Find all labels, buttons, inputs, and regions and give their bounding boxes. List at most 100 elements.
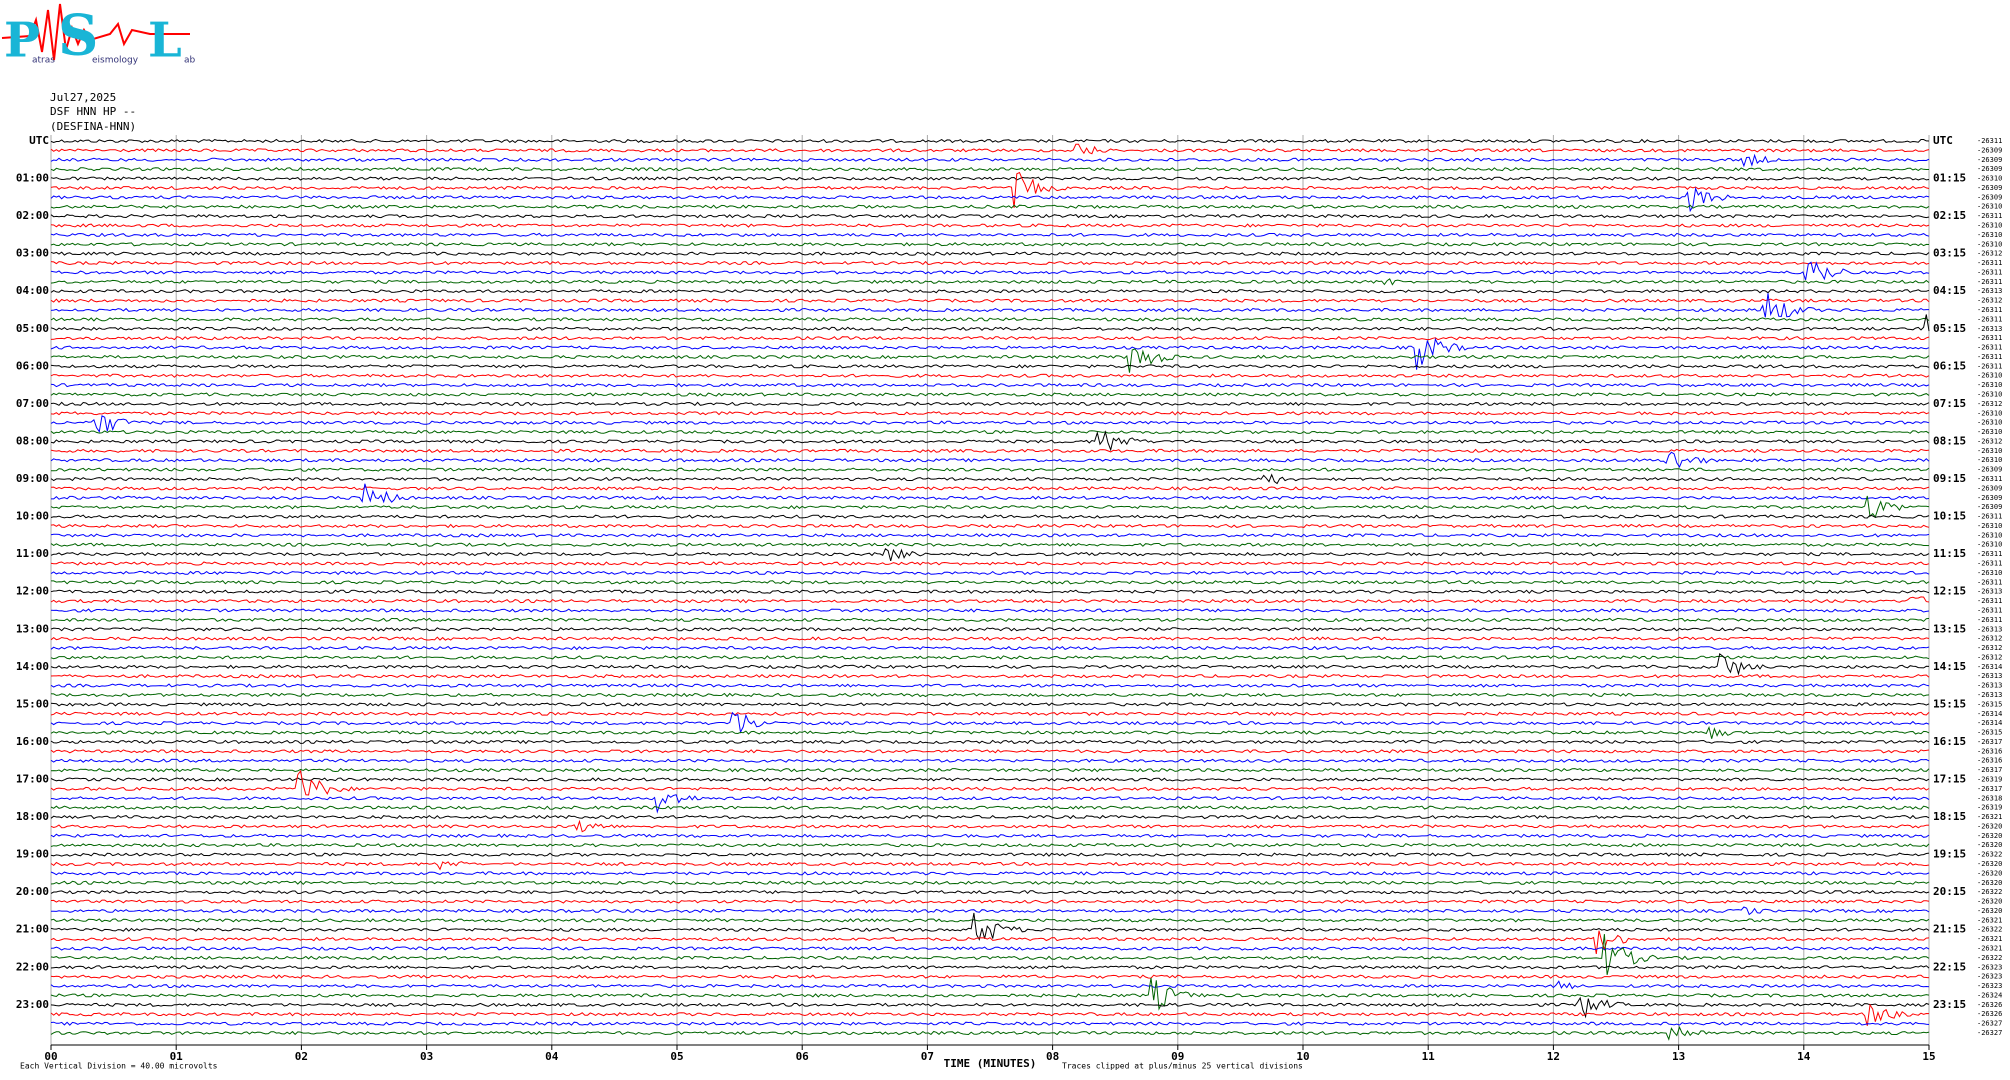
left-time-label: 21:00	[16, 923, 49, 936]
left-time-label: 16:00	[16, 735, 49, 748]
trace	[50, 204, 1930, 209]
trace	[50, 364, 1930, 369]
offset-label: -26321	[1977, 916, 2002, 924]
left-time-label: 05:00	[16, 322, 49, 335]
trace	[50, 430, 1930, 452]
x-tick-label: 14	[1797, 1050, 1811, 1063]
trace	[50, 373, 1930, 378]
offset-label: -26310	[1977, 531, 2002, 539]
trace	[50, 805, 1930, 810]
left-time-label: 09:00	[16, 472, 49, 485]
offset-label: -26309	[1977, 165, 2002, 173]
right-time-label: 17:15	[1933, 772, 1966, 785]
offset-label: -26313	[1977, 682, 2002, 690]
trace	[50, 711, 1930, 734]
x-tick-label: 12	[1547, 1050, 1560, 1063]
offset-label: -26311	[1977, 212, 2002, 220]
offset-label: -26317	[1977, 785, 2002, 793]
trace	[50, 1003, 1930, 1026]
right-time-label: 08:15	[1933, 434, 1966, 447]
x-tick-label: 05	[670, 1050, 683, 1063]
offset-label: -26311	[1977, 268, 2002, 276]
trace	[50, 561, 1930, 566]
offset-label: -26316	[1977, 747, 2002, 755]
trace	[50, 232, 1930, 238]
right-time-label: 06:15	[1933, 359, 1966, 372]
right-time-label: 10:15	[1933, 510, 1966, 523]
offset-label: -26320	[1977, 841, 2002, 849]
offset-label: -26311	[1977, 353, 2002, 361]
offset-label: -26313	[1977, 691, 2002, 699]
trace	[50, 317, 1930, 322]
trace	[50, 1021, 1930, 1026]
right-time-label: 12:15	[1933, 585, 1966, 598]
offset-label: -26310	[1977, 522, 2002, 530]
left-time-label: 17:00	[16, 772, 49, 785]
trace	[50, 912, 1930, 941]
trace	[50, 278, 1930, 286]
offset-label: -26317	[1977, 766, 2002, 774]
trace	[50, 645, 1930, 651]
x-tick-label: 15	[1922, 1050, 1935, 1063]
offset-label: -26309	[1977, 193, 2002, 201]
left-time-label: 22:00	[16, 960, 49, 973]
trace	[50, 298, 1930, 303]
offset-label: -26309	[1977, 146, 2002, 154]
trace	[50, 739, 1930, 745]
logo-letter: S	[58, 3, 98, 69]
right-time-label: 14:15	[1933, 660, 1966, 673]
logo-letter: P	[4, 13, 40, 69]
offset-label: -26310	[1977, 541, 2002, 549]
trace	[50, 861, 1930, 871]
x-tick-label: 06	[796, 1050, 810, 1063]
offset-label: -26322	[1977, 954, 2002, 962]
logo-letter: L	[148, 13, 182, 69]
offset-label: -26310	[1977, 175, 2002, 183]
right-time-label: 23:15	[1933, 998, 1966, 1011]
offset-label: -26310	[1977, 222, 2002, 230]
offset-label: -26318	[1977, 794, 2002, 802]
offset-label: -26310	[1977, 456, 2002, 464]
offset-label: -26322	[1977, 926, 2002, 934]
trace	[50, 899, 1930, 904]
offset-label: -26326	[1977, 1010, 2002, 1018]
offset-label: -26312	[1977, 250, 2002, 258]
trace	[50, 974, 1930, 979]
right-time-label: 02:15	[1933, 209, 1966, 222]
offset-label: -26309	[1977, 466, 2002, 474]
offset-label: -26313	[1977, 672, 2002, 680]
trace	[50, 749, 1930, 754]
trace	[51, 906, 1930, 916]
right-time-label: 11:15	[1933, 547, 1966, 560]
trace	[50, 655, 1930, 660]
x-axis-title: TIME (MINUTES)	[944, 1057, 1037, 1070]
offset-label: -26311	[1977, 597, 2002, 605]
offset-label: -26310	[1977, 203, 2002, 211]
left-time-label: 06:00	[16, 359, 49, 372]
offset-label: -26311	[1977, 560, 2002, 568]
offset-label: -26311	[1977, 475, 2002, 483]
trace	[50, 401, 1930, 407]
date: Jul27,2025	[50, 91, 116, 104]
right-time-label: 01:15	[1933, 172, 1966, 185]
trace	[50, 702, 1930, 707]
offset-label: -26311	[1977, 344, 2002, 352]
left-time-label: 18:00	[16, 810, 49, 823]
trace	[50, 653, 1930, 676]
offset-label: -26313	[1977, 588, 2002, 596]
trace	[50, 814, 1930, 820]
trace	[50, 930, 1930, 954]
offset-label: -26310	[1977, 428, 2002, 436]
station-name: (DESFINA-HNN)	[50, 120, 136, 133]
left-time-label: 10:00	[16, 510, 49, 523]
trace	[50, 293, 1929, 318]
left-time-label: UTC	[29, 134, 49, 147]
offset-label: -26309	[1977, 484, 2002, 492]
traces	[50, 138, 1930, 1041]
offset-label: -26312	[1977, 653, 2002, 661]
trace	[51, 483, 1930, 504]
offset-label: -26315	[1977, 700, 2002, 708]
trace	[50, 794, 1930, 814]
trace	[50, 918, 1930, 923]
left-time-label: 14:00	[16, 660, 49, 673]
